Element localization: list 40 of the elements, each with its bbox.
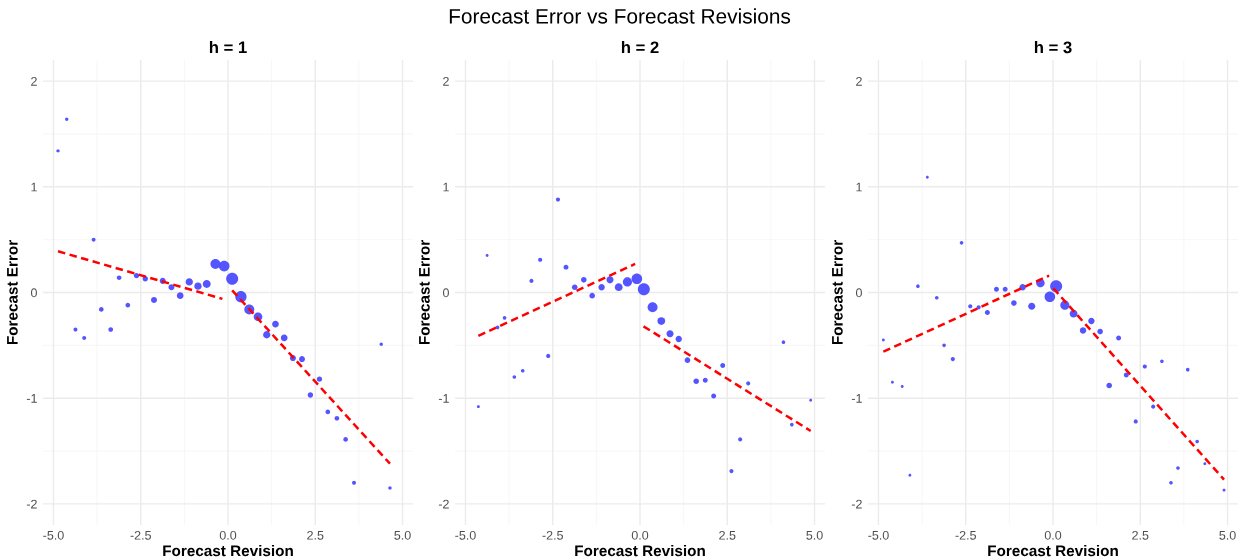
x-tick-label: 5.0 — [806, 530, 823, 540]
chart-title: h = 3 — [1034, 40, 1072, 54]
x-tick-label: 2.5 — [1132, 530, 1149, 540]
y-tick-label: -1 — [438, 394, 449, 403]
x-tick-label: -2.5 — [955, 530, 976, 540]
y-tick-label: -2 — [851, 499, 862, 509]
x-tick-label: -5.0 — [455, 530, 476, 540]
x-axis-title: Forecast Revision — [163, 544, 293, 557]
x-tick-label: 2.5 — [719, 530, 736, 540]
y-axis-title: Forecast Error — [7, 240, 18, 345]
y-tick-label: 0 — [855, 288, 862, 298]
x-tick-label: 0.0 — [631, 530, 649, 540]
x-tick-label: -2.5 — [542, 530, 563, 540]
x-tick-label: 0.0 — [219, 530, 237, 540]
y-tick-label: -2 — [438, 499, 449, 509]
y-tick-label: 2 — [31, 76, 37, 86]
x-tick-label: -5.0 — [43, 530, 64, 540]
x-axis-title: Forecast Revision — [988, 544, 1118, 557]
chart-title: h = 1 — [209, 40, 247, 54]
y-axis-title: Forecast Error — [832, 240, 843, 345]
y-tick-label: 2 — [856, 76, 862, 86]
x-tick-label: 5.0 — [1219, 530, 1236, 540]
y-tick-label: 1 — [31, 182, 37, 192]
x-tick-label: 2.5 — [307, 530, 324, 540]
x-tick-label: 0.0 — [1044, 530, 1062, 540]
y-tick-label: 2 — [443, 76, 449, 86]
y-tick-label: 1 — [856, 182, 862, 192]
y-tick-label: -1 — [26, 394, 37, 403]
chart-title: h = 2 — [621, 40, 659, 54]
y-axis-title: Forecast Error — [419, 240, 430, 345]
x-tick-label: -2.5 — [130, 530, 151, 540]
y-tick-label: 0 — [30, 288, 37, 298]
x-tick-label: 5.0 — [394, 530, 411, 540]
x-tick-label: -5.0 — [868, 530, 889, 540]
y-tick-label: -1 — [851, 394, 862, 403]
text: Forecast Error vs Forecast Revisions — [449, 8, 791, 24]
y-tick-label: 0 — [442, 288, 449, 298]
y-tick-label: 1 — [443, 182, 449, 192]
y-tick-label: -2 — [26, 499, 37, 509]
x-axis-title: Forecast Revision — [575, 544, 705, 557]
